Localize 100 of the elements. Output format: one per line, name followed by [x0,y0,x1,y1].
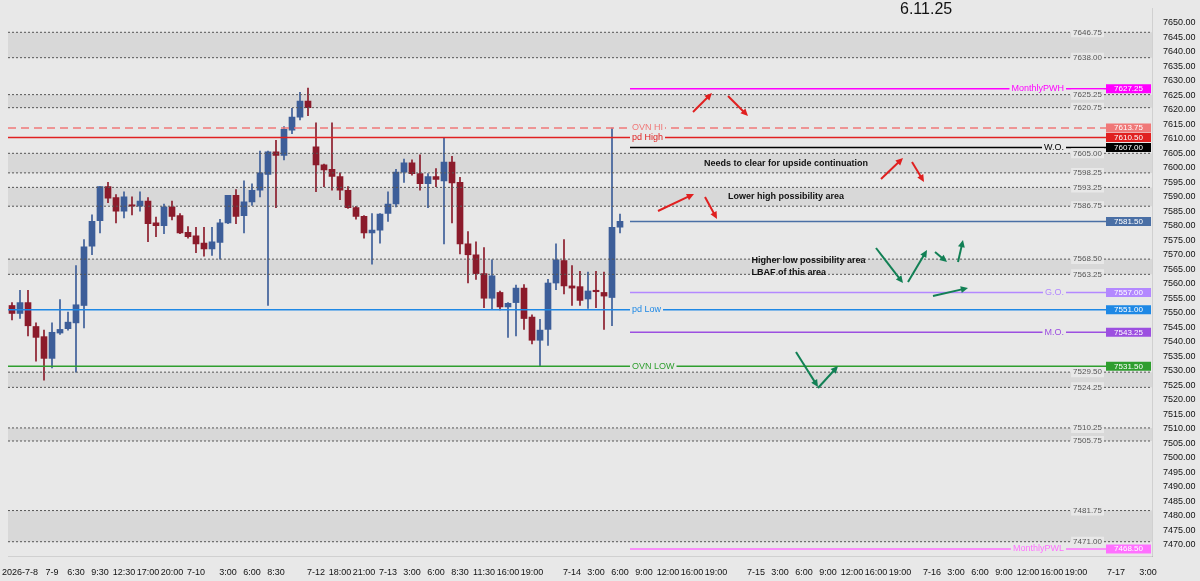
annotation: OVN HI [632,122,664,133]
x-tick-label: 8:30 [267,567,285,578]
x-tick-label: 16:00 [864,567,888,578]
y-tick-label: 7510.00 [1163,423,1196,434]
y-tick-label: 7645.00 [1163,31,1196,42]
x-tick-label: 6:00 [611,567,629,578]
annotation: W.O. [1044,142,1064,153]
annotation: pd Low [632,304,662,315]
x-tick-label: 7-15 [746,567,766,578]
band-label: Needs to clear for upside continuation [703,157,868,168]
ref-line-label: 7510.25 [1073,423,1103,433]
x-tick-label: 19:00 [520,567,544,578]
x-tick-label: 9:00 [995,567,1013,578]
y-tick-label: 7585.00 [1163,205,1196,216]
y-tick-label: 7575.00 [1163,234,1196,245]
ref-line-label: 7625.25 [1073,89,1103,99]
x-tick-label: 11:30 [473,567,495,578]
y-tick-label: 7605.00 [1163,147,1196,158]
y-tick-label: 7545.00 [1163,321,1196,332]
y-tick-label: 7540.00 [1163,336,1196,347]
ref-line-label: 7543.25 [1114,327,1144,337]
x-tick-label: 19:00 [888,567,912,578]
y-tick-label: 7490.00 [1163,481,1196,492]
y-tick-label: 7520.00 [1163,394,1196,405]
y-tick-label: 7475.00 [1163,524,1196,535]
y-tick-label: 7555.00 [1163,292,1196,303]
y-tick-label: 7640.00 [1163,46,1196,57]
x-tick-label: 6:00 [243,567,261,578]
x-tick-label: 3:00 [771,567,789,578]
annotation: MonthlyPWH [1011,83,1064,94]
ref-line-label: 7620.75 [1073,102,1103,112]
y-tick-label: 7580.00 [1163,220,1196,231]
x-tick-label: 6:00 [795,567,813,578]
x-tick-label: 6:00 [971,567,989,578]
x-tick-label: 2026-7-8 [1,567,39,578]
ref-line-label: 7471.00 [1073,536,1103,546]
ref-line-label: 7529.50 [1073,367,1103,377]
y-tick-label: 7600.00 [1163,162,1196,173]
x-tick-label: 19:00 [1064,567,1088,578]
y-tick-label: 7485.00 [1163,495,1196,506]
x-tick-label: 3:00 [219,567,237,578]
ref-line-label: 7551.00 [1114,305,1144,315]
ref-line-label: 7468.50 [1114,544,1144,554]
annotation: MonthlyPWL [1012,543,1064,554]
ref-line-label: 7598.25 [1073,168,1103,178]
x-tick-label: 6:00 [427,567,445,578]
ref-line-label: 7531.50 [1114,361,1144,371]
y-tick-label: 7535.00 [1163,350,1196,361]
ref-line-label: 7568.50 [1073,254,1103,264]
ref-line-label: 7481.75 [1073,505,1103,515]
x-tick-label: 16:00 [680,567,704,578]
x-tick-label: 3:00 [587,567,605,578]
ref-line-label: 7610.50 [1114,132,1144,142]
ref-line-label: 7627.25 [1114,84,1144,94]
x-tick-label: 17:00 [136,567,160,578]
y-tick-label: 7560.00 [1163,278,1196,289]
ref-line-label: 7557.00 [1114,287,1144,297]
y-tick-label: 7515.00 [1163,408,1196,419]
ref-line-label: 7605.00 [1073,148,1103,158]
x-tick-label: 7-17 [1106,567,1126,578]
x-tick-label: 12:00 [840,567,864,578]
ref-line-label: 7593.25 [1073,182,1103,192]
ref-line-label: 7581.50 [1114,216,1144,226]
x-tick-label: 7-12 [306,567,326,578]
x-tick-label: 7-13 [378,567,398,578]
y-tick-label: 7620.00 [1163,104,1196,115]
y-tick-label: 7470.00 [1163,539,1196,550]
y-tick-label: 7530.00 [1163,365,1196,376]
y-tick-label: 7635.00 [1163,60,1196,71]
y-tick-label: 7480.00 [1163,510,1196,521]
y-tick-label: 7595.00 [1163,176,1196,187]
x-tick-label: 12:00 [656,567,680,578]
x-tick-label: 7-9 [45,567,59,578]
y-tick-label: 7570.00 [1163,249,1196,260]
ref-line-label: 7563.25 [1073,269,1103,279]
x-tick-label: 9:00 [819,567,837,578]
x-tick-label: 16:00 [496,567,520,578]
band-label: Lower high possibility area [727,191,845,202]
x-tick-label: 9:30 [91,567,109,578]
ref-line-label: 7505.75 [1073,436,1103,446]
ref-line-label: 7638.00 [1073,52,1103,62]
y-tick-label: 7505.00 [1163,437,1196,448]
x-tick-label: 6:30 [67,567,85,578]
ref-line-label: 7646.75 [1073,27,1103,37]
ref-line-label: 7613.75 [1114,123,1144,133]
x-tick-label: 12:30 [112,567,136,578]
annotation: OVN LOW [632,360,676,371]
x-tick-label: 16:00 [1040,567,1064,578]
x-tick-label: 18:00 [328,567,352,578]
y-tick-label: 7615.00 [1163,118,1196,129]
x-tick-label: 3:00 [947,567,965,578]
x-tick-label: 9:00 [635,567,653,578]
x-tick-label: 8:30 [451,567,469,578]
ref-line-label: 7586.75 [1073,201,1103,211]
x-tick-label: 7-16 [922,567,942,578]
y-tick-label: 7610.00 [1163,133,1196,144]
y-tick-label: 7495.00 [1163,466,1196,477]
x-tick-label: 21:00 [352,567,376,578]
x-tick-label: 7-14 [562,567,582,578]
annotation: pd High [632,131,664,142]
